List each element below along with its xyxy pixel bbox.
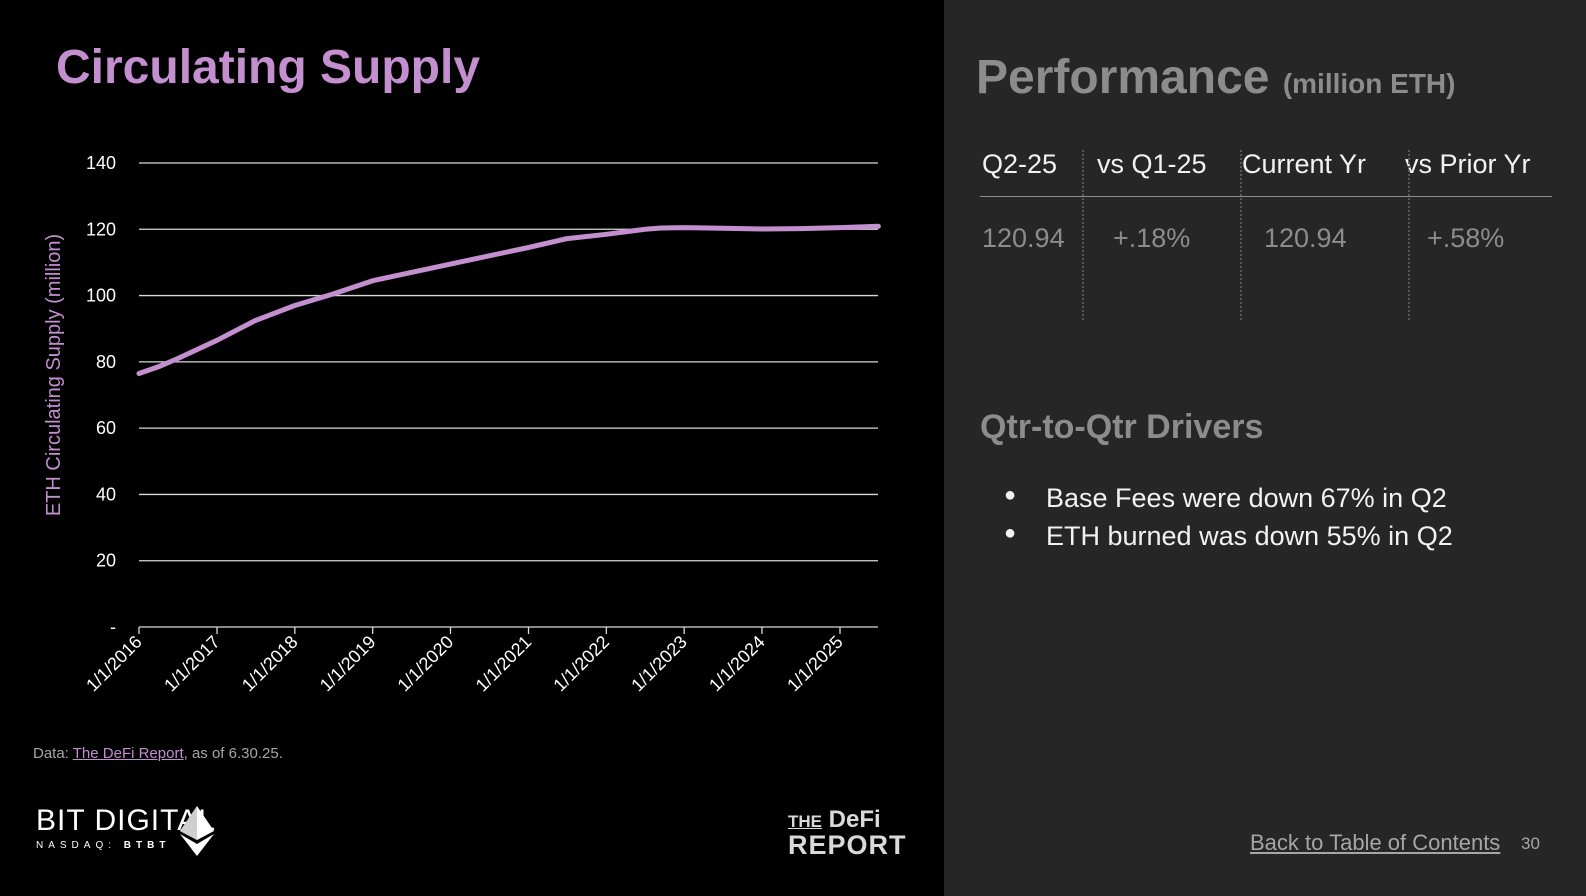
back-to-toc-link[interactable]: Back to Table of Contents xyxy=(1250,830,1501,855)
source-prefix: Data: xyxy=(33,745,73,762)
column-value: +.18% xyxy=(1113,223,1191,253)
exchange-label: NASDAQ: xyxy=(36,840,117,851)
page-number: 30 xyxy=(1521,834,1540,853)
column-divider xyxy=(1082,150,1084,320)
list-item: ETH burned was down 55% in Q2 xyxy=(1004,521,1453,559)
list-item: Base Fees were down 67% in Q2 xyxy=(1004,483,1453,521)
page-title: Circulating Supply xyxy=(56,41,481,94)
source-link[interactable]: The DeFi Report xyxy=(72,745,184,762)
column-value: +.58% xyxy=(1427,223,1505,253)
performance-title: Performance (million ETH) xyxy=(976,50,1455,105)
performance-unit: (million ETH) xyxy=(1282,68,1456,99)
supply-series-line xyxy=(136,223,881,376)
defi-the: THE xyxy=(788,812,822,831)
y-tick-label: 20 xyxy=(96,551,116,571)
drivers-title: Qtr-to-Qtr Drivers xyxy=(980,408,1264,446)
column-divider xyxy=(1240,150,1242,320)
y-tick-label: 80 xyxy=(96,352,116,372)
y-tick-label: 140 xyxy=(86,153,116,173)
defi-report-word: REPORT xyxy=(788,830,907,860)
y-tick-label: - xyxy=(110,617,116,637)
y-axis-label: ETH Circulating Supply (million) xyxy=(43,234,65,516)
data-source-note: Data: The DeFi Report, as of 6.30.25. xyxy=(33,745,283,762)
performance-title-text: Performance xyxy=(976,51,1270,104)
drivers-list: Base Fees were down 67% in Q2 ETH burned… xyxy=(1004,483,1453,559)
column-header: Current Yr xyxy=(1242,149,1367,179)
source-suffix: , as of 6.30.25. xyxy=(183,745,283,762)
y-tick-label: 60 xyxy=(96,418,116,438)
column-header: vs Q1-25 xyxy=(1097,149,1207,179)
x-tick-label: 1/1/2018 xyxy=(238,632,302,696)
ticker-label: BTBT xyxy=(123,840,171,851)
x-tick-label: 1/1/2021 xyxy=(472,632,536,696)
defi-report-logo: THE DeFi REPORT xyxy=(788,808,907,859)
x-tick-label: 1/1/2023 xyxy=(627,632,691,696)
x-tick-label: 1/1/2017 xyxy=(160,632,224,696)
ethereum-icon xyxy=(180,806,214,856)
x-tick-label: 1/1/2016 xyxy=(82,632,146,696)
table-header-divider xyxy=(980,196,1552,197)
y-tick-label: 120 xyxy=(86,219,116,239)
column-value: 120.94 xyxy=(982,223,1065,253)
x-tick-label: 1/1/2020 xyxy=(394,632,458,696)
performance-panel xyxy=(944,0,1586,896)
column-value: 120.94 xyxy=(1264,223,1347,253)
chart-panel: Circulating Supply - 20 40 60 80 100 120 140 1/1… xyxy=(33,41,907,859)
x-tick-label: 1/1/2025 xyxy=(783,632,847,696)
x-tick-label: 1/1/2024 xyxy=(705,632,769,696)
y-tick-label: 100 xyxy=(86,286,116,306)
defi-word: DeFi xyxy=(828,806,881,833)
column-header: Q2-25 xyxy=(982,149,1058,179)
column-divider xyxy=(1408,150,1410,320)
y-tick-label: 40 xyxy=(96,484,116,504)
bit-digital-ticker-line: NASDAQ: BTBT xyxy=(36,840,216,851)
column-header: vs Prior Yr xyxy=(1405,149,1531,179)
x-tick-label: 1/1/2022 xyxy=(549,632,613,696)
x-tick-label: 1/1/2019 xyxy=(316,632,380,696)
